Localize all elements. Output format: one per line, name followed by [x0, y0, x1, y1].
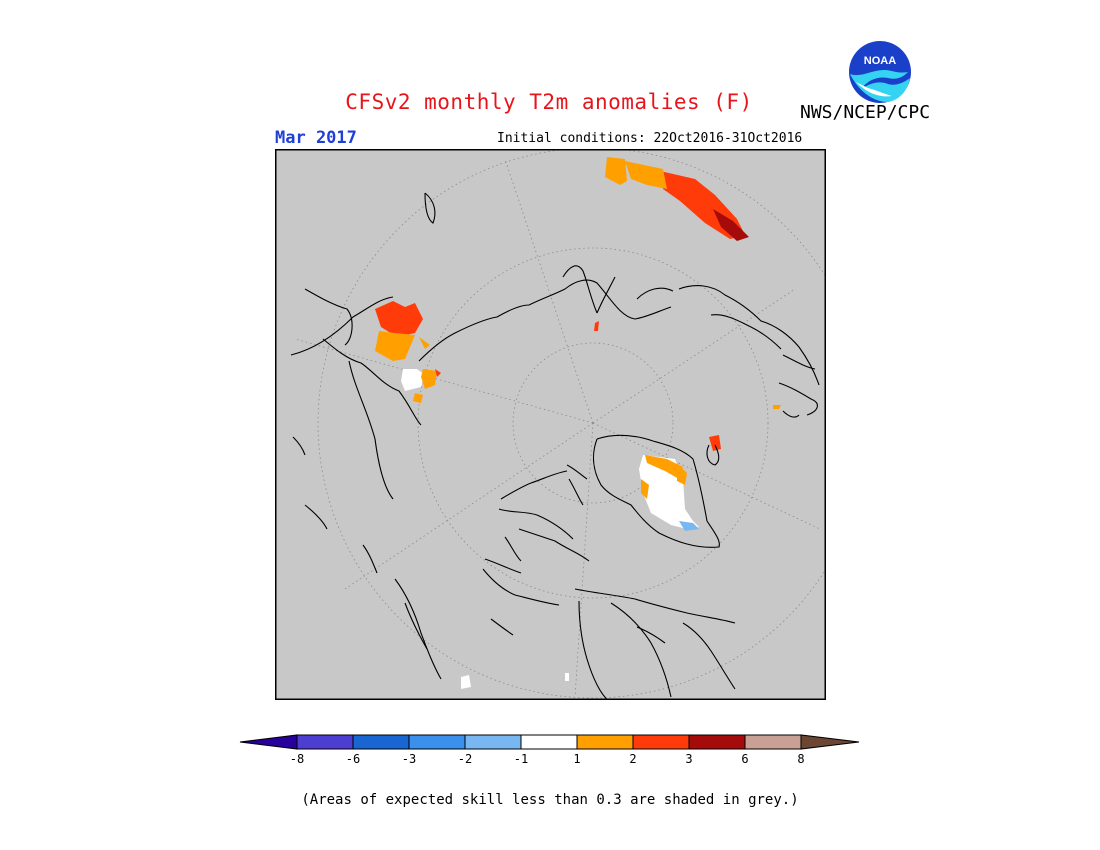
- legend-tick: 8: [797, 752, 805, 766]
- legend-tick: 2: [629, 752, 637, 766]
- footnote: (Areas of expected skill less than 0.3 a…: [0, 792, 1100, 808]
- logo-text: NOAA: [864, 55, 896, 67]
- map-title: CFSv2 monthly T2m anomalies (F): [0, 90, 1100, 114]
- legend-arrow-low: [239, 734, 298, 750]
- color-legend: [239, 734, 860, 750]
- legend-tick: -3: [401, 752, 417, 766]
- coastlines: [290, 192, 820, 700]
- legend-arrow-high: [800, 734, 860, 750]
- map-background: [275, 149, 826, 700]
- legend-tick: 1: [573, 752, 581, 766]
- noaa-logo-icon: NOAA: [849, 41, 911, 103]
- agency-label: NWS/NCEP/CPC: [800, 102, 931, 123]
- legend-tick: -6: [345, 752, 361, 766]
- legend-tick: 6: [741, 752, 749, 766]
- legend-tick: -8: [289, 752, 305, 766]
- legend-tick: 3: [685, 752, 693, 766]
- map-title-text: CFSv2 monthly T2m anomalies (F): [345, 90, 753, 114]
- legend-tick: -2: [457, 752, 473, 766]
- forecast-month: Mar 2017: [275, 128, 357, 148]
- graticule: [294, 149, 826, 699]
- footnote-text: (Areas of expected skill less than 0.3 a…: [301, 792, 799, 808]
- map-frame: [275, 149, 826, 700]
- polar-map: [275, 149, 826, 700]
- initial-conditions: Initial conditions: 22Oct2016-31Oct2016: [497, 131, 803, 146]
- legend-tick: -1: [513, 752, 529, 766]
- anomaly-shading: [375, 157, 781, 689]
